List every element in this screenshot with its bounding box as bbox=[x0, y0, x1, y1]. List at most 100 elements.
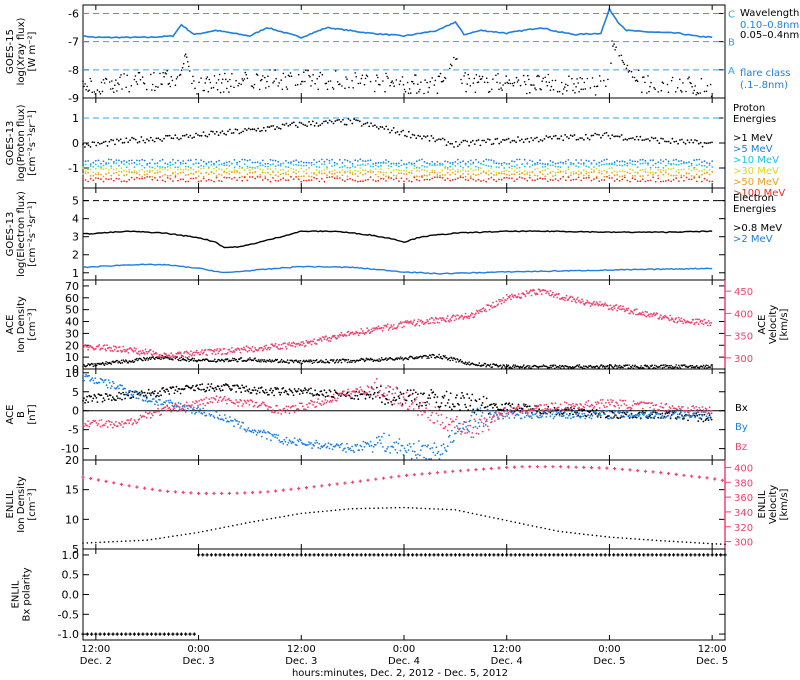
field-point bbox=[465, 426, 467, 428]
proton-point bbox=[580, 179, 583, 182]
field-point bbox=[93, 393, 96, 396]
density-point bbox=[599, 365, 601, 368]
field-point bbox=[550, 409, 553, 412]
proton-point bbox=[634, 163, 636, 166]
proton-point bbox=[333, 164, 336, 167]
proton-point bbox=[557, 162, 559, 165]
field-point bbox=[183, 387, 186, 390]
short-wavelength-point bbox=[691, 86, 693, 88]
proton-point bbox=[326, 174, 328, 177]
proton-point bbox=[336, 163, 339, 166]
velocity-point bbox=[635, 313, 637, 316]
proton-point bbox=[464, 139, 467, 142]
legend-label: 0.10–0.8nm bbox=[740, 20, 799, 31]
field-point bbox=[469, 419, 472, 422]
proton-point bbox=[675, 177, 678, 180]
density-point bbox=[343, 358, 345, 361]
proton-point bbox=[92, 179, 95, 182]
proton-point bbox=[179, 163, 182, 165]
proton-point bbox=[225, 164, 228, 167]
density-point bbox=[577, 364, 579, 367]
field-point bbox=[531, 412, 533, 414]
velocity-point bbox=[412, 321, 415, 323]
proton-point bbox=[498, 142, 501, 145]
proton-point bbox=[577, 166, 580, 168]
density-point bbox=[280, 358, 283, 361]
proton-point bbox=[349, 178, 351, 180]
field-point bbox=[165, 400, 168, 402]
proton-point bbox=[493, 170, 495, 173]
short-wavelength-point bbox=[266, 80, 268, 83]
density-point bbox=[83, 364, 85, 366]
field-point bbox=[619, 411, 622, 414]
field-point bbox=[226, 384, 229, 387]
proton-point bbox=[511, 165, 513, 168]
proton-point bbox=[701, 161, 703, 164]
proton-point bbox=[161, 168, 164, 171]
proton-point bbox=[256, 165, 259, 168]
velocity-point bbox=[457, 314, 459, 317]
density-point bbox=[112, 360, 114, 363]
proton-point bbox=[654, 162, 657, 165]
proton-point bbox=[616, 159, 618, 162]
proton-point bbox=[551, 137, 553, 140]
proton-point bbox=[534, 179, 536, 182]
proton-point bbox=[685, 162, 688, 165]
proton-point bbox=[116, 138, 118, 141]
proton-point bbox=[706, 171, 708, 174]
velocity-point bbox=[417, 318, 420, 321]
proton-point bbox=[688, 161, 690, 164]
proton-point bbox=[382, 177, 385, 180]
proton-point bbox=[411, 133, 414, 136]
proton-point bbox=[516, 178, 518, 181]
field-point bbox=[325, 391, 328, 394]
velocity-point bbox=[575, 301, 577, 304]
proton-point bbox=[480, 167, 482, 170]
proton-point bbox=[374, 180, 377, 183]
velocity-point bbox=[604, 302, 607, 304]
proton-point bbox=[377, 175, 380, 178]
proton-point bbox=[279, 163, 282, 165]
proton-point bbox=[603, 159, 606, 161]
field-point bbox=[599, 416, 602, 419]
short-wavelength-point bbox=[533, 84, 535, 86]
proton-point bbox=[436, 174, 439, 176]
proton-point bbox=[454, 173, 457, 176]
proton-point bbox=[647, 179, 649, 182]
field-point bbox=[285, 436, 288, 439]
field-point bbox=[111, 396, 114, 399]
velocity-point bbox=[195, 351, 197, 354]
proton-point bbox=[436, 161, 439, 163]
proton-point bbox=[688, 178, 690, 181]
field-point bbox=[512, 410, 515, 413]
field-point bbox=[100, 419, 103, 421]
velocity-point bbox=[435, 317, 438, 320]
velocity-point bbox=[247, 346, 250, 349]
short-wavelength-point bbox=[136, 83, 139, 85]
proton-point bbox=[346, 175, 349, 178]
proton-point bbox=[593, 166, 595, 168]
short-wavelength-point bbox=[392, 82, 395, 84]
field-point bbox=[217, 385, 220, 388]
proton-point bbox=[621, 178, 624, 181]
proton-point bbox=[223, 176, 226, 179]
proton-point bbox=[559, 161, 562, 164]
proton-point bbox=[193, 136, 196, 139]
field-point bbox=[407, 449, 410, 451]
field-point bbox=[255, 434, 258, 436]
field-point bbox=[117, 397, 119, 400]
field-point bbox=[354, 394, 357, 397]
proton-point bbox=[151, 178, 154, 181]
proton-point bbox=[153, 140, 156, 143]
proton-point bbox=[345, 123, 348, 126]
velocity-point bbox=[677, 316, 680, 319]
field-point bbox=[166, 388, 169, 391]
proton-point bbox=[380, 164, 382, 167]
proton-point bbox=[623, 176, 626, 179]
y-label-line: log(Xray flux) bbox=[16, 18, 27, 86]
field-point bbox=[417, 393, 419, 395]
short-wavelength-point bbox=[542, 77, 544, 80]
proton-point bbox=[148, 169, 151, 172]
short-wavelength-point bbox=[627, 71, 630, 73]
proton-point bbox=[364, 172, 367, 175]
